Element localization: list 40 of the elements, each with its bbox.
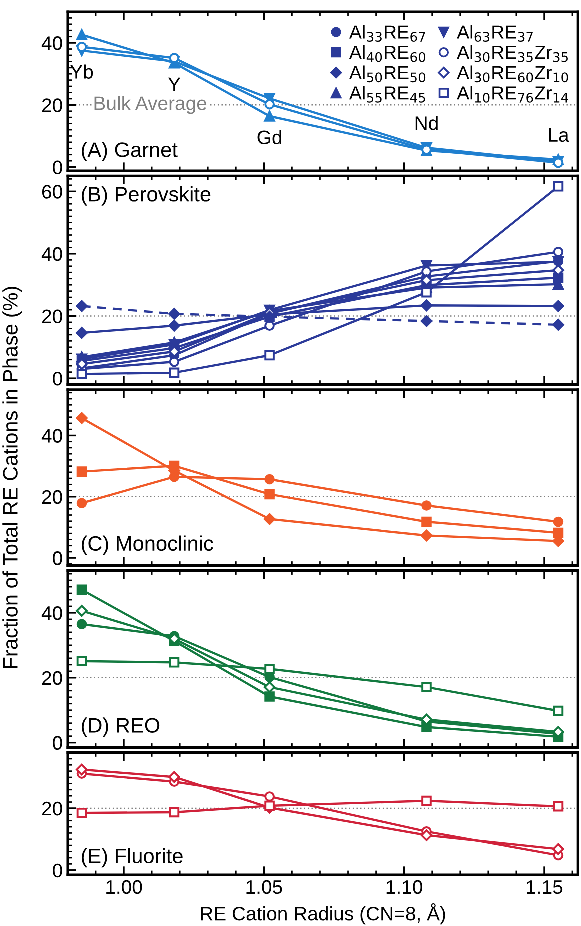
x-tick-label: 1.05 <box>246 880 282 894</box>
y-tick-label: 20 <box>42 310 62 324</box>
y-tick-label: 20 <box>42 98 62 112</box>
y-tick-label: 40 <box>42 247 62 262</box>
y-tick-label: 0 <box>53 864 62 878</box>
annotation: Y <box>168 78 181 92</box>
chart-title: (B) Perovskite <box>82 186 211 206</box>
y-tick-label: 0 <box>53 372 62 386</box>
legend-label: Al$_{50}$RE$_{50}$ <box>349 66 426 83</box>
legend-label: Al$_{33}$RE$_{67}$ <box>349 25 426 42</box>
y-tick-label: 40 <box>42 429 62 443</box>
y-tick-label: 20 <box>42 671 62 686</box>
y-tick-label: 20 <box>42 802 62 816</box>
x-tick-label: 1.00 <box>106 880 142 894</box>
annotation: Gd <box>258 130 282 145</box>
text: (D) REO <box>82 718 160 738</box>
legend-label: Al$_{10}$RE$_{76}$Zr$_{14}$ <box>457 86 568 103</box>
y-axis-title: Fraction of Total RE Cations in Phase (%) <box>2 287 22 668</box>
text: (E) Fluorite <box>82 848 183 868</box>
y-tick-label: 0 <box>53 552 62 566</box>
annotation: La <box>549 128 570 142</box>
x-tick-label: 1.10 <box>386 880 422 894</box>
y-tick-label: 60 <box>42 185 62 199</box>
y-tick-label: 0 <box>53 736 62 750</box>
legend-label: Al$_{63}$RE$_{37}$ <box>457 25 533 42</box>
legend-label: Al$_{30}$RE$_{60}$Zr$_{10}$ <box>457 66 568 83</box>
x-axis-title: RE Cation Radius (CN=8, Å) <box>201 904 446 925</box>
y-tick-label: 40 <box>42 36 62 50</box>
legend-label: Al$_{40}$RE$_{60}$ <box>349 45 426 62</box>
y-tick-label: 40 <box>42 606 62 620</box>
ref-line-label: Bulk Average <box>94 96 207 114</box>
x-tick-label: 1.15 <box>527 880 563 894</box>
annotation: Yb <box>70 64 94 79</box>
annotation: Nd <box>416 116 438 130</box>
y-tick-label: 0 <box>53 160 62 175</box>
text: (A) Garnet <box>82 142 178 162</box>
legend-label: Al$_{30}$RE$_{35}$Zr$_{35}$ <box>457 45 568 62</box>
y-tick-label: 20 <box>42 490 62 504</box>
legend-label: Al$_{55}$RE$_{45}$ <box>349 86 426 103</box>
text: (C) Monoclinic <box>82 536 214 556</box>
